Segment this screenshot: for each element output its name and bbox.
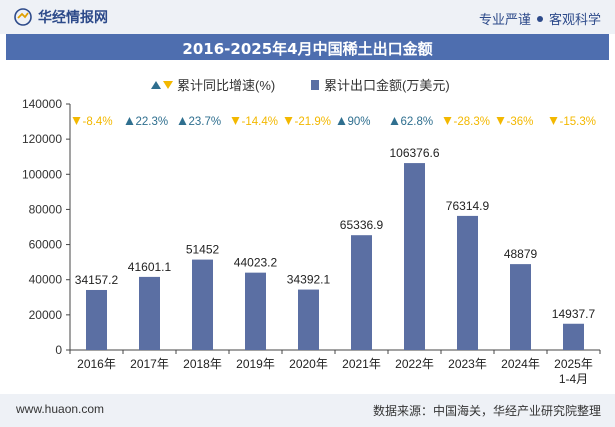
bar [510,264,531,350]
growth-down-marker [231,117,240,125]
y-tick-label: 20000 [29,308,63,322]
growth-label: 22.3% [136,116,169,128]
x-tick-label: 2020年 [289,357,328,371]
x-tick-label-line: 2023年 [448,357,487,371]
data-label: 44023.2 [234,256,278,270]
bar [86,289,107,350]
growth-up-marker [178,117,187,125]
y-tick-label: 40000 [29,273,63,287]
x-tick-label-line: 2024年 [501,357,540,371]
growth-down-marker [284,117,293,125]
x-tick-label: 2023年 [448,357,487,371]
bar [563,323,584,350]
data-label: 65336.9 [340,218,384,232]
x-tick-label: 2024年 [501,357,540,371]
growth-down-marker [549,117,558,125]
y-tick-label: 80000 [29,202,63,216]
legend-growth-icon [151,80,173,89]
y-tick-label: 120000 [22,132,62,146]
slogan-right: 客观科学 [548,12,601,27]
data-label: 106376.6 [389,146,439,160]
bar [457,215,478,350]
x-tick-label: 2017年 [130,357,169,371]
growth-label: 62.8% [401,116,434,128]
growth-up-marker [337,117,346,125]
growth-down-marker [443,117,452,125]
bar [298,289,319,350]
legend-growth-label: 累计同比增速(%) [177,78,276,93]
x-tick-label: 2022年 [395,357,434,371]
data-label: 48879 [504,247,538,261]
logo: 华经情报网 [14,7,108,27]
x-tick-label: 2016年 [77,357,116,371]
x-tick-label: 2025年 1-4月 [554,357,593,386]
growth-down-marker [496,117,505,125]
growth-up-marker [125,117,134,125]
data-label: 14937.7 [552,307,596,321]
y-tick-label: 0 [55,343,62,357]
x-tick-label-line: 2021年 [342,357,381,371]
growth-label: -36% [507,116,534,128]
legend-amount-label: 累计出口金额(万美元) [324,78,450,93]
bar [404,163,425,350]
growth-up-marker [390,117,399,125]
data-label: 34157.2 [75,273,119,287]
growth-down-marker [72,117,81,125]
bar [245,272,266,350]
x-tick-label-line: 2020年 [289,357,328,371]
separator-dot [536,15,543,22]
x-tick-label: 2021年 [342,357,381,371]
footer-website: www.huaon.com [16,402,105,416]
x-tick-label-line: 2017年 [130,357,169,371]
x-tick-label: 2018年 [183,357,222,371]
brand-name: 华经情报网 [38,9,108,25]
bar [192,259,213,350]
growth-label: 23.7% [189,116,222,128]
y-tick-label: 100000 [22,167,62,181]
chart-area: 020000400006000080000100000120000140000 … [22,97,601,386]
x-tick-label-line: 2022年 [395,357,434,371]
legend-amount-icon [311,79,319,90]
y-tick-label: 140000 [22,97,62,111]
top-bar: 华经情报网 专业严谨 客观科学 [0,0,615,34]
bar [139,276,160,350]
data-label: 41601.1 [128,260,172,274]
x-tick-label-line: 2018年 [183,357,222,371]
data-label: 34392.1 [287,273,331,287]
growth-label: -15.3% [560,116,596,128]
slogan-left: 专业严谨 [478,12,531,27]
growth-label: -8.4% [83,116,113,128]
footer-bar: www.huaon.com 数据来源：中国海关，华经产业研究院整理 [0,394,615,427]
x-tick-label-line: 2016年 [77,357,116,371]
data-label: 76314.9 [446,199,490,213]
growth-label: -21.9% [295,116,331,128]
bar [351,235,372,350]
chart-title: 2016-2025年4月中国稀土出口金额 [182,40,433,58]
growth-label: -28.3% [454,116,490,128]
x-tick-label-line: 1-4月 [559,372,588,386]
data-label: 51452 [186,243,220,257]
x-tick-label: 2019年 [236,357,275,371]
slogan: 专业严谨 客观科学 [479,9,601,28]
y-tick-label: 60000 [29,238,63,252]
legend-growth: 累计同比增速(%) [150,75,275,94]
footer-source: 数据来源：中国海关，华经产业研究院整理 [372,404,601,418]
legend: 累计同比增速(%) 累计出口金额(万美元) [0,73,615,93]
logo-icon [14,8,32,26]
title-bar: 2016-2025年4月中国稀土出口金额 [6,34,609,60]
x-tick-label-line: 2019年 [236,357,275,371]
legend-amount: 累计出口金额(万美元) [310,75,450,94]
growth-label: -14.4% [242,116,278,128]
growth-label: 90% [348,116,371,128]
x-tick-label-line: 2025年 [554,357,593,371]
